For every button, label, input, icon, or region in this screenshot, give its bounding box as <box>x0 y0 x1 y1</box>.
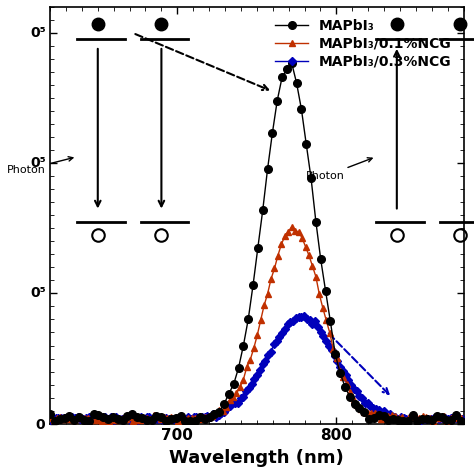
MAPbI₃/0.1%NCG <box>289 224 294 230</box>
MAPbI₃/0.1%NCG <box>161 415 167 420</box>
MAPbI₃/0.1%NCG <box>379 416 384 421</box>
MAPbI₃/0.1%NCG <box>99 418 105 424</box>
MAPbI₃/0.1%NCG <box>279 241 284 247</box>
MAPbI₃/0.3%NCG <box>335 358 340 364</box>
Text: Photon: Photon <box>305 158 372 181</box>
Text: Photon: Photon <box>7 157 73 175</box>
MAPbI₃/0.1%NCG <box>458 415 464 421</box>
Line: MAPbI₃: MAPbI₃ <box>46 59 465 425</box>
Line: MAPbI₃/0.3%NCG: MAPbI₃/0.3%NCG <box>47 314 465 424</box>
MAPbI₃/0.1%NCG <box>137 418 143 423</box>
Line: MAPbI₃/0.1%NCG: MAPbI₃/0.1%NCG <box>46 224 465 425</box>
MAPbI₃/0.3%NCG <box>301 313 307 319</box>
X-axis label: Wavelength (nm): Wavelength (nm) <box>170 449 344 467</box>
MAPbI₃/0.1%NCG <box>47 416 53 421</box>
MAPbI₃ <box>96 412 101 418</box>
MAPbI₃ <box>52 418 58 424</box>
Legend: MAPbI₃, MAPbI₃/0.1%NCG, MAPbI₃/0.3%NCG: MAPbI₃, MAPbI₃/0.1%NCG, MAPbI₃/0.3%NCG <box>270 14 457 74</box>
MAPbI₃/0.3%NCG <box>279 330 285 336</box>
MAPbI₃/0.1%NCG <box>337 368 343 374</box>
Text: 0⁵: 0⁵ <box>30 286 46 301</box>
MAPbI₃ <box>250 282 256 288</box>
MAPbI₃ <box>62 415 67 421</box>
MAPbI₃ <box>458 418 464 424</box>
MAPbI₃/0.1%NCG <box>451 414 457 419</box>
MAPbI₃ <box>289 60 294 66</box>
MAPbI₃/0.3%NCG <box>182 417 188 423</box>
MAPbI₃/0.3%NCG <box>459 416 465 422</box>
MAPbI₃ <box>405 418 410 424</box>
MAPbI₃/0.3%NCG <box>263 358 268 364</box>
MAPbI₃ <box>47 411 53 417</box>
MAPbI₃/0.3%NCG <box>47 417 53 422</box>
MAPbI₃ <box>371 415 377 420</box>
MAPbI₃/0.3%NCG <box>417 418 423 424</box>
MAPbI₃ <box>72 417 77 423</box>
MAPbI₃/0.3%NCG <box>390 414 395 420</box>
Text: 0⁵: 0⁵ <box>30 26 46 40</box>
MAPbI₃/0.3%NCG <box>210 411 216 417</box>
Text: 0⁵: 0⁵ <box>30 156 46 170</box>
